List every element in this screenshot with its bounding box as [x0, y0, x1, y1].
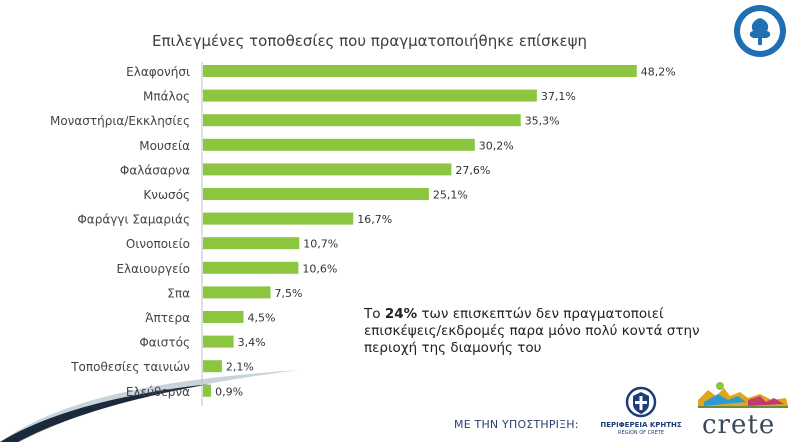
bar: [203, 188, 429, 200]
bar: [203, 65, 637, 77]
bar: [203, 138, 475, 151]
note-text: των επισκεπτών δεν πραγματοποιεί επισκέψ…: [364, 306, 700, 356]
bar: [203, 237, 300, 250]
region-name: ΠΕΡΙΦΕΡΕΙΑ ΚΡΗΤΗΣ: [600, 421, 682, 429]
category-label: Φαλάσαρνα: [120, 163, 190, 177]
chart-note: Το 24% των επισκεπτών δεν πραγματοποιεί …: [364, 306, 724, 357]
category-label: Μουσεία: [139, 139, 190, 153]
category-label: Μοναστήρια/Εκκλησίες: [50, 114, 190, 128]
category-label: Μπάλος: [143, 90, 190, 104]
bar: [203, 261, 299, 274]
value-label: 16,7%: [357, 213, 392, 226]
category-label: Ελαφονήσι: [126, 65, 190, 79]
note-highlight: 24%: [384, 306, 418, 322]
value-label: 3,4%: [238, 336, 266, 349]
crete-island-icon: [698, 382, 788, 408]
bar: [203, 335, 234, 348]
bar: [203, 360, 222, 373]
category-label: Ελαιουργείο: [116, 262, 190, 276]
value-label: 10,6%: [302, 262, 337, 275]
category-label: Άπτερα: [145, 311, 190, 325]
decorative-swoosh: [0, 370, 300, 442]
value-label: 37,1%: [541, 90, 576, 103]
support-label: ΜΕ ΤΗΝ ΥΠΟΣΤΗΡΙΞΗ:: [454, 418, 579, 431]
category-label: Οινοποιείο: [126, 237, 190, 251]
value-label: 0,9%: [215, 385, 243, 398]
bar: [203, 286, 271, 299]
bar: [203, 163, 452, 176]
note-prefix: Το: [364, 306, 385, 322]
value-label: 48,2%: [641, 66, 676, 79]
bar: [203, 114, 521, 127]
region-sub: REGION OF CRETE: [618, 430, 664, 436]
value-label: 30,2%: [479, 139, 514, 152]
bar: [203, 212, 354, 225]
category-label: Κνωσός: [143, 188, 190, 202]
value-label: 25,1%: [433, 189, 468, 202]
category-label: Ελεύθερνα: [126, 385, 190, 399]
value-label: 35,3%: [525, 115, 560, 128]
bar: [203, 89, 537, 102]
bars-group: Ελαφονήσι 48,2% Μπάλος 37,1% Μοναστήρια/Εκκλ…: [50, 65, 676, 399]
value-label: 7,5%: [275, 287, 303, 300]
emblem-logo-icon: [734, 5, 786, 57]
category-label: Φαιστός: [139, 336, 190, 350]
crete-wordmark: crete: [702, 410, 776, 440]
chart-title: Επιλεγμένες τοποθεσίες που πραγματοποιήθ…: [152, 32, 587, 50]
bar: [203, 311, 244, 323]
value-label: 27,6%: [455, 164, 490, 177]
region-crest-icon: [625, 386, 657, 418]
value-label: 10,7%: [303, 238, 338, 251]
bar: [203, 384, 212, 397]
category-label: Σπα: [167, 286, 190, 300]
crete-brand-logo: crete: [694, 380, 792, 440]
category-label: Τοποθεσίες ταινιών: [70, 360, 190, 374]
value-label: 4,5%: [248, 312, 276, 325]
region-of-crete-logo: ΠΕΡΙΦΕΡΕΙΑ ΚΡΗΤΗΣ REGION OF CRETE: [596, 386, 686, 438]
category-label: Φαράγγι Σαμαριάς: [77, 213, 190, 227]
value-label: 2,1%: [226, 361, 254, 374]
